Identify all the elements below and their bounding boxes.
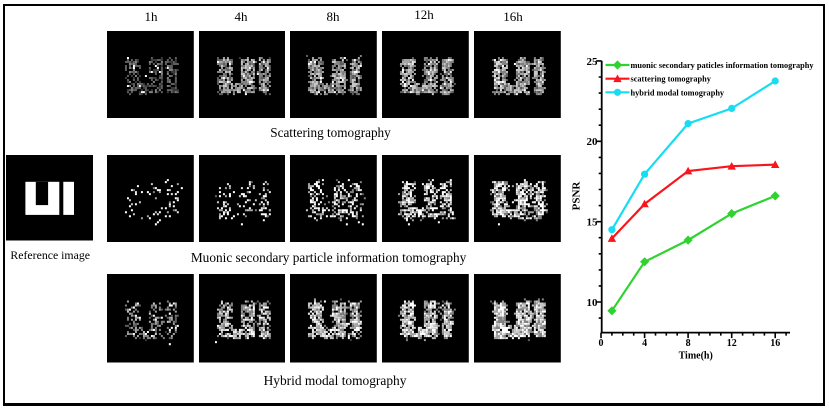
- svg-text:20: 20: [587, 136, 599, 148]
- svg-text:muonic secondary paticles info: muonic secondary paticles information to…: [631, 61, 815, 70]
- svg-text:12: 12: [727, 338, 737, 349]
- svg-text:hybrid modal tomography: hybrid modal tomography: [631, 88, 725, 97]
- svg-text:Time(h): Time(h): [679, 350, 713, 361]
- svg-text:25: 25: [587, 56, 599, 68]
- svg-text:PSNR: PSNR: [571, 181, 583, 211]
- svg-text:8: 8: [686, 338, 691, 349]
- svg-text:16: 16: [770, 338, 780, 349]
- svg-text:4: 4: [642, 338, 647, 349]
- svg-text:15: 15: [587, 217, 599, 229]
- svg-text:scattering tomography: scattering tomography: [631, 75, 712, 84]
- svg-text:0: 0: [599, 338, 604, 349]
- svg-text:10: 10: [587, 297, 599, 309]
